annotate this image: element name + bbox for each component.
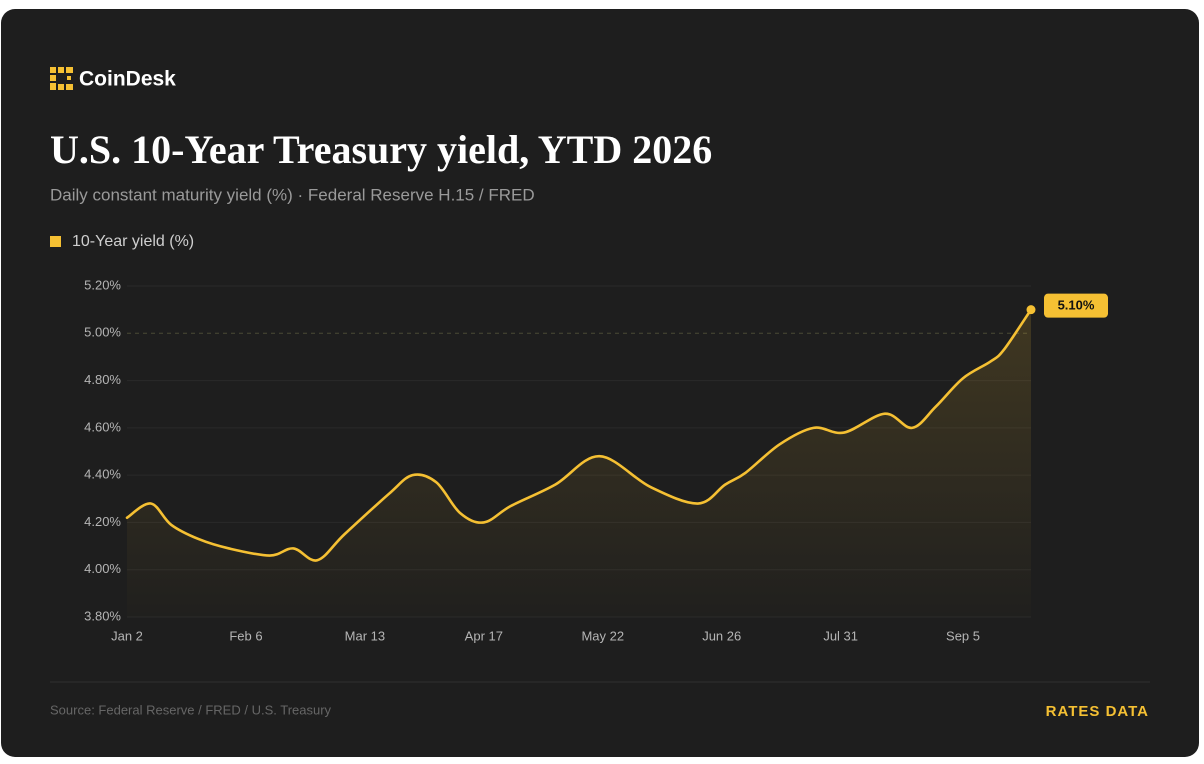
area xyxy=(127,309,1031,617)
chart-subtitle: Daily constant maturity yield (%) · Fede… xyxy=(50,185,535,204)
value-label-box xyxy=(1044,293,1108,318)
value-label: 5.10% xyxy=(1058,298,1095,313)
category-tag: RATES DATA xyxy=(1046,703,1149,720)
y-tick-label: 3.80% xyxy=(84,608,121,623)
y-tick-label: 4.20% xyxy=(84,514,121,529)
x-tick-label: Jan 2 xyxy=(111,628,143,643)
y-tick-label: 4.60% xyxy=(84,419,121,434)
y-tick-label: 4.40% xyxy=(84,467,121,482)
x-tick-label: Jun 26 xyxy=(702,628,741,643)
end-point xyxy=(1026,305,1036,315)
x-tick-label: Apr 17 xyxy=(465,628,503,643)
x-tick-label: May 22 xyxy=(581,628,624,643)
y-tick-label: 4.00% xyxy=(84,561,121,576)
source-note: Source: Federal Reserve / FRED / U.S. Tr… xyxy=(50,702,332,717)
y-tick-label: 5.20% xyxy=(84,277,121,292)
legend-swatch xyxy=(50,236,61,247)
x-tick-label: Mar 13 xyxy=(345,628,385,643)
brand-logo xyxy=(50,67,73,90)
x-tick-label: Feb 6 xyxy=(229,628,262,643)
x-tick-label: Sep 5 xyxy=(946,628,980,643)
y-tick-label: 4.80% xyxy=(84,372,121,387)
legend-label: 10-Year yield (%) xyxy=(72,233,194,250)
x-tick-label: Jul 31 xyxy=(823,628,858,643)
chart-title: U.S. 10-Year Treasury yield, YTD 2026 xyxy=(50,127,712,172)
line xyxy=(125,308,1033,562)
y-tick-label: 5.00% xyxy=(84,325,121,340)
brand-name: CoinDesk xyxy=(79,68,176,91)
